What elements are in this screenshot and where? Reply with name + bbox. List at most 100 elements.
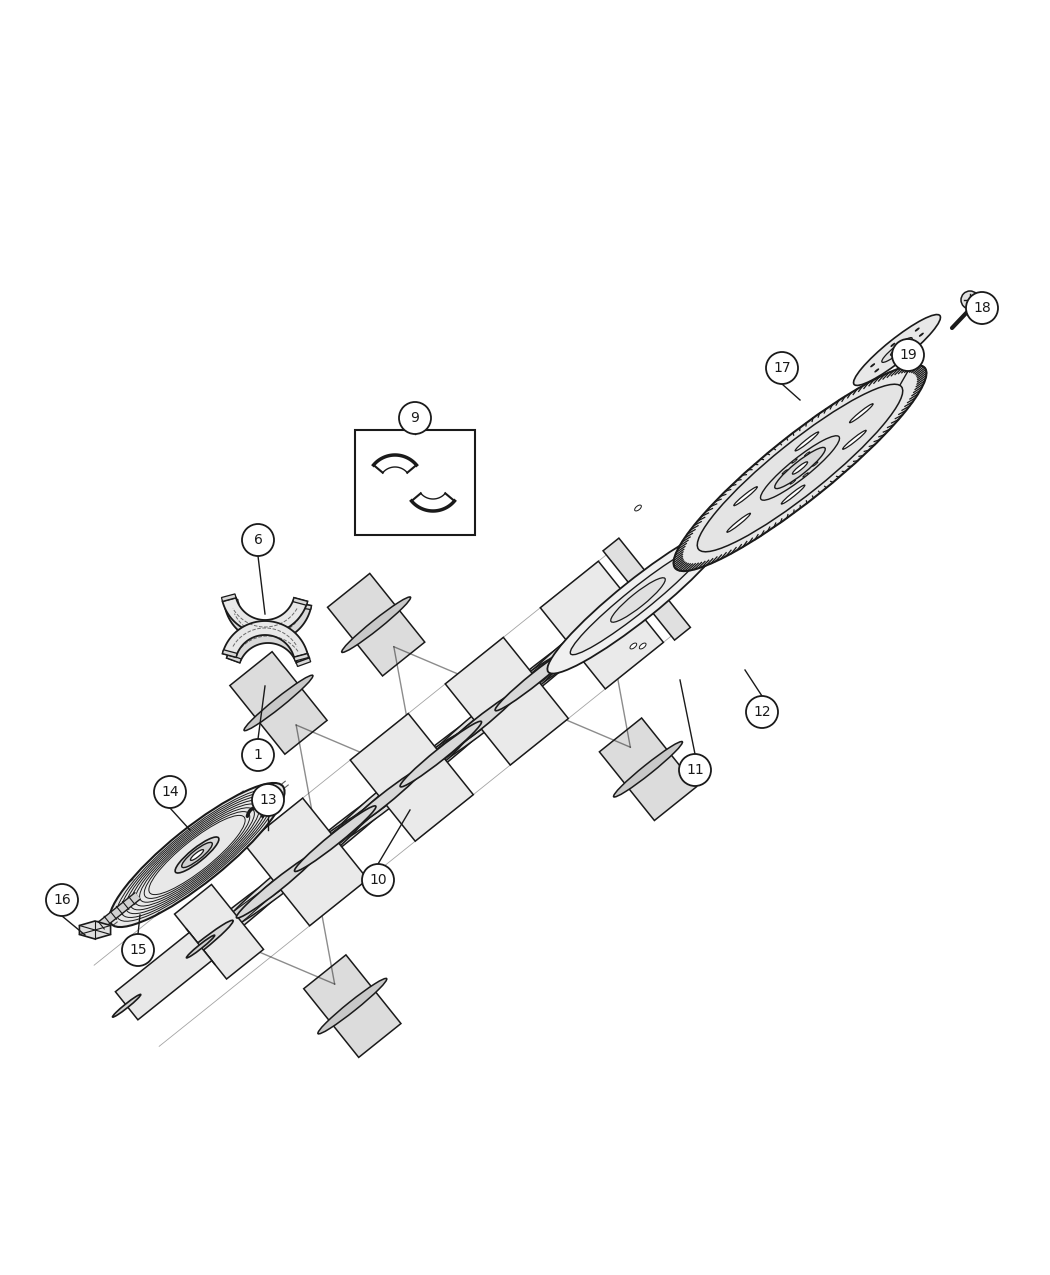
Text: 17: 17: [773, 361, 791, 375]
Ellipse shape: [187, 935, 214, 958]
Ellipse shape: [890, 343, 895, 347]
Polygon shape: [116, 932, 212, 1020]
Ellipse shape: [590, 569, 672, 635]
Ellipse shape: [175, 836, 218, 873]
Ellipse shape: [419, 652, 568, 771]
Ellipse shape: [445, 673, 542, 751]
Circle shape: [679, 754, 711, 785]
Ellipse shape: [639, 643, 646, 649]
Circle shape: [746, 696, 778, 728]
Ellipse shape: [870, 363, 875, 367]
Ellipse shape: [182, 843, 212, 867]
Ellipse shape: [486, 640, 583, 718]
Text: 11: 11: [686, 762, 704, 776]
Ellipse shape: [792, 459, 797, 463]
Text: 6: 6: [253, 533, 262, 547]
Ellipse shape: [294, 806, 376, 872]
Ellipse shape: [813, 462, 818, 467]
Ellipse shape: [795, 432, 819, 451]
Ellipse shape: [790, 479, 796, 484]
Polygon shape: [223, 621, 308, 657]
Ellipse shape: [547, 527, 729, 673]
Ellipse shape: [673, 365, 926, 571]
Polygon shape: [174, 885, 264, 979]
Ellipse shape: [634, 505, 642, 511]
Polygon shape: [245, 798, 368, 926]
Polygon shape: [222, 594, 236, 602]
Ellipse shape: [813, 453, 819, 458]
Polygon shape: [603, 538, 691, 640]
Ellipse shape: [342, 768, 423, 834]
Text: 18: 18: [973, 301, 991, 315]
Circle shape: [122, 935, 154, 966]
Ellipse shape: [899, 353, 903, 357]
Ellipse shape: [289, 798, 385, 876]
Circle shape: [242, 524, 274, 556]
Text: 13: 13: [259, 793, 277, 807]
Ellipse shape: [159, 861, 308, 980]
Circle shape: [399, 402, 430, 434]
Ellipse shape: [341, 597, 411, 653]
Ellipse shape: [803, 473, 808, 477]
Circle shape: [966, 292, 997, 324]
Polygon shape: [328, 574, 425, 676]
Circle shape: [362, 864, 394, 896]
Ellipse shape: [843, 431, 866, 449]
Text: 15: 15: [129, 944, 147, 958]
Ellipse shape: [854, 315, 941, 385]
Polygon shape: [294, 654, 309, 662]
Ellipse shape: [760, 436, 840, 500]
Polygon shape: [293, 598, 308, 606]
Ellipse shape: [109, 783, 285, 927]
Bar: [355, 430, 475, 536]
Polygon shape: [80, 921, 110, 938]
Polygon shape: [223, 650, 237, 657]
Polygon shape: [297, 603, 312, 609]
Circle shape: [46, 884, 78, 915]
Ellipse shape: [318, 978, 386, 1034]
Ellipse shape: [875, 368, 879, 372]
Text: 19: 19: [899, 348, 917, 362]
Ellipse shape: [361, 699, 510, 819]
Text: 1: 1: [253, 748, 262, 762]
Ellipse shape: [775, 448, 825, 488]
Polygon shape: [541, 561, 664, 688]
Text: 9: 9: [411, 411, 419, 425]
Ellipse shape: [630, 643, 636, 649]
Ellipse shape: [236, 853, 318, 918]
Ellipse shape: [793, 462, 807, 474]
Ellipse shape: [890, 344, 903, 356]
Ellipse shape: [220, 811, 369, 931]
Ellipse shape: [782, 469, 788, 474]
Ellipse shape: [537, 599, 633, 677]
Ellipse shape: [532, 616, 613, 681]
Circle shape: [766, 352, 798, 384]
Ellipse shape: [781, 478, 786, 483]
Circle shape: [242, 740, 274, 771]
Ellipse shape: [613, 742, 682, 797]
Polygon shape: [296, 658, 311, 667]
Ellipse shape: [849, 404, 874, 423]
Ellipse shape: [112, 994, 141, 1017]
Ellipse shape: [734, 487, 757, 506]
Text: 10: 10: [370, 873, 386, 887]
Text: 16: 16: [54, 892, 71, 907]
Ellipse shape: [578, 546, 700, 645]
Circle shape: [154, 776, 186, 808]
Polygon shape: [351, 714, 474, 842]
Ellipse shape: [460, 620, 609, 740]
Ellipse shape: [437, 691, 519, 757]
Text: 12: 12: [753, 705, 771, 719]
Ellipse shape: [322, 729, 471, 849]
Ellipse shape: [570, 546, 706, 655]
Polygon shape: [224, 599, 238, 606]
Circle shape: [961, 291, 979, 309]
Ellipse shape: [781, 484, 805, 504]
Polygon shape: [223, 598, 308, 634]
Ellipse shape: [611, 578, 666, 622]
Ellipse shape: [697, 384, 903, 552]
Ellipse shape: [510, 579, 659, 699]
Ellipse shape: [190, 849, 204, 861]
Ellipse shape: [400, 722, 482, 787]
Ellipse shape: [804, 451, 810, 456]
